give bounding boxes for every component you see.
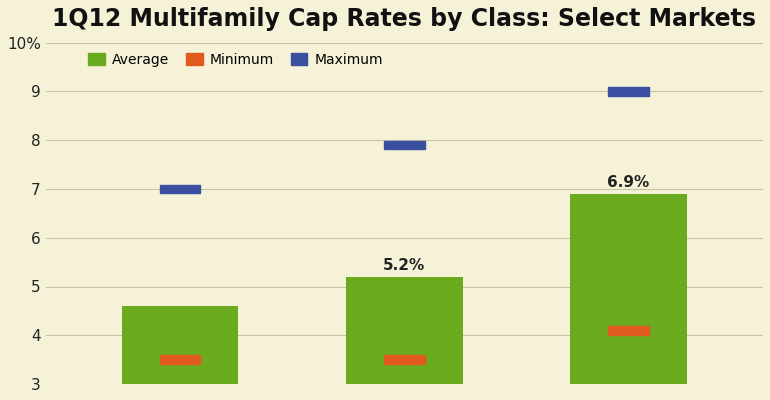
- Bar: [571, 194, 687, 384]
- Bar: [346, 277, 463, 384]
- Bar: [160, 355, 200, 364]
- Bar: [384, 141, 424, 150]
- Bar: [384, 355, 424, 364]
- Title: 1Q12 Multifamily Cap Rates by Class: Select Markets: 1Q12 Multifamily Cap Rates by Class: Sel…: [52, 7, 756, 31]
- Bar: [608, 326, 648, 335]
- Text: 6.9%: 6.9%: [608, 176, 650, 190]
- Legend: Average, Minimum, Maximum: Average, Minimum, Maximum: [89, 53, 383, 67]
- Text: 5.2%: 5.2%: [383, 258, 426, 273]
- Bar: [608, 87, 648, 96]
- Bar: [122, 306, 239, 384]
- Bar: [160, 184, 200, 193]
